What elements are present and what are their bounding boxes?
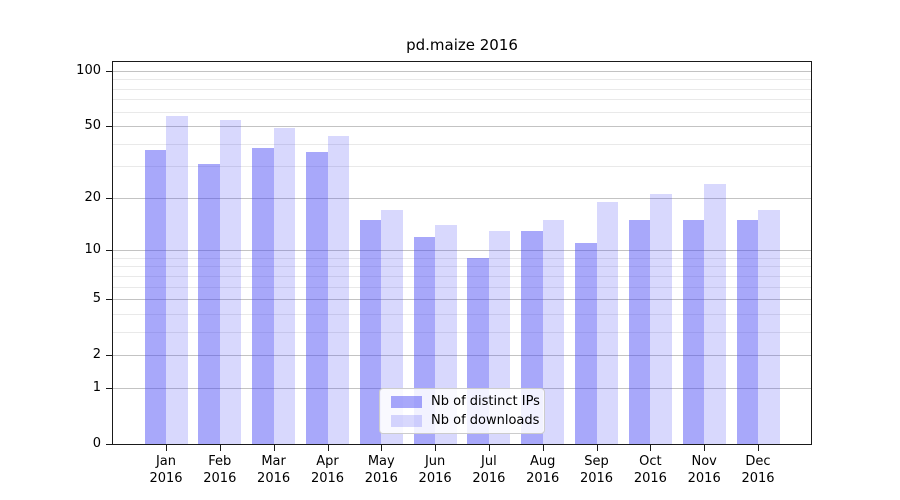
y-tick-label-0: 0	[92, 436, 101, 451]
bar-may-downloads	[381, 210, 403, 444]
minor-gridline-9	[113, 257, 811, 259]
major-gridline-100	[113, 70, 811, 72]
y-tick-label-10: 10	[84, 242, 101, 258]
minor-gridline-7	[113, 275, 811, 277]
y-tick-mark-5	[106, 299, 112, 301]
y-tick-mark-100	[106, 70, 112, 72]
legend-row-downloads: Nb of downloads	[380, 413, 544, 428]
x-tick-mark-nov	[704, 445, 706, 451]
x-tick-label-may: May 2016	[364, 454, 398, 486]
major-gridline-5	[113, 299, 811, 301]
x-tick-mark-apr	[327, 445, 329, 451]
legend: Nb of distinct IPs Nb of downloads	[379, 388, 545, 434]
bar-aug-downloads	[542, 219, 565, 444]
x-tick-label-jan: Jan 2016	[149, 454, 183, 486]
minor-gridline-90	[113, 79, 811, 81]
minor-gridline-80	[113, 88, 811, 90]
minor-gridline-3	[113, 331, 811, 333]
bar-apr-downloads	[327, 136, 349, 444]
bar-mar-distinct-ips	[252, 147, 274, 444]
minor-gridline-70	[113, 99, 811, 101]
bar-nov-distinct-ips	[682, 219, 705, 444]
legend-label-downloads: Nb of downloads	[431, 413, 540, 428]
x-tick-mark-oct	[650, 445, 652, 451]
x-tick-label-aug: Aug 2016	[526, 454, 560, 486]
x-tick-label-feb: Feb 2016	[203, 454, 237, 486]
y-tick-mark-10	[106, 250, 112, 252]
bar-dec-downloads	[758, 210, 780, 444]
legend-swatch-distinct-ips	[391, 395, 422, 408]
minor-gridline-40	[113, 143, 811, 145]
x-tick-label-jul: Jul 2016	[472, 454, 506, 486]
bar-may-distinct-ips	[359, 219, 382, 444]
x-tick-mark-jul	[488, 445, 490, 451]
major-gridline-2	[113, 355, 811, 357]
y-tick-label-20: 20	[84, 189, 101, 205]
x-tick-label-nov: Nov 2016	[687, 454, 721, 486]
x-tick-mark-jun	[435, 445, 437, 451]
bar-jan-distinct-ips	[144, 149, 166, 444]
bar-feb-distinct-ips	[198, 163, 220, 444]
x-tick-label-sep: Sep 2016	[579, 454, 614, 486]
minor-gridline-60	[113, 111, 811, 113]
major-gridline-10	[113, 250, 811, 252]
x-tick-mark-mar	[273, 445, 275, 451]
x-tick-mark-sep	[596, 445, 598, 451]
x-tick-label-mar: Mar 2016	[257, 454, 291, 486]
bar-mar-downloads	[273, 127, 296, 444]
minor-gridline-4	[113, 313, 811, 315]
major-gridline-20	[113, 197, 811, 199]
y-tick-mark-20	[106, 197, 112, 199]
y-tick-mark-2	[106, 355, 112, 357]
x-tick-label-oct: Oct 2016	[633, 454, 667, 486]
minor-gridline-30	[113, 166, 811, 168]
x-tick-mark-aug	[542, 445, 544, 451]
bar-oct-downloads	[650, 194, 672, 444]
bar-sep-downloads	[596, 201, 618, 444]
legend-swatch-downloads	[391, 414, 422, 427]
bar-oct-distinct-ips	[628, 219, 651, 444]
bar-nov-downloads	[704, 183, 726, 444]
y-tick-mark-0	[106, 444, 112, 445]
x-tick-mark-dec	[758, 445, 759, 451]
minor-gridline-6	[113, 286, 811, 288]
y-tick-label-5: 5	[92, 291, 101, 307]
bar-apr-distinct-ips	[306, 152, 328, 444]
x-tick-mark-may	[381, 445, 383, 451]
y-tick-label-50: 50	[84, 118, 101, 134]
y-tick-mark-1	[106, 387, 112, 389]
y-tick-label-1: 1	[92, 379, 101, 395]
bar-sep-distinct-ips	[575, 243, 597, 444]
legend-label-distinct-ips: Nb of distinct IPs	[431, 394, 540, 409]
major-gridline-50	[113, 126, 811, 128]
y-tick-mark-50	[106, 126, 112, 128]
chart-title: pd.maize 2016	[406, 36, 518, 54]
minor-gridline-8	[113, 266, 811, 268]
legend-row-distinct-ips: Nb of distinct IPs	[380, 394, 544, 409]
bar-feb-downloads	[219, 119, 242, 444]
y-tick-label-2: 2	[92, 347, 101, 363]
bar-dec-distinct-ips	[736, 219, 758, 444]
x-tick-label-dec: Dec 2016	[741, 454, 775, 486]
x-tick-mark-feb	[219, 445, 221, 451]
bar-jan-downloads	[166, 115, 188, 444]
x-tick-label-jun: Jun 2016	[418, 454, 452, 486]
x-tick-label-apr: Apr 2016	[310, 454, 345, 486]
plot-area: Nb of distinct IPs Nb of downloads	[112, 61, 812, 445]
y-tick-label-100: 100	[76, 62, 101, 78]
x-tick-mark-jan	[166, 445, 167, 451]
